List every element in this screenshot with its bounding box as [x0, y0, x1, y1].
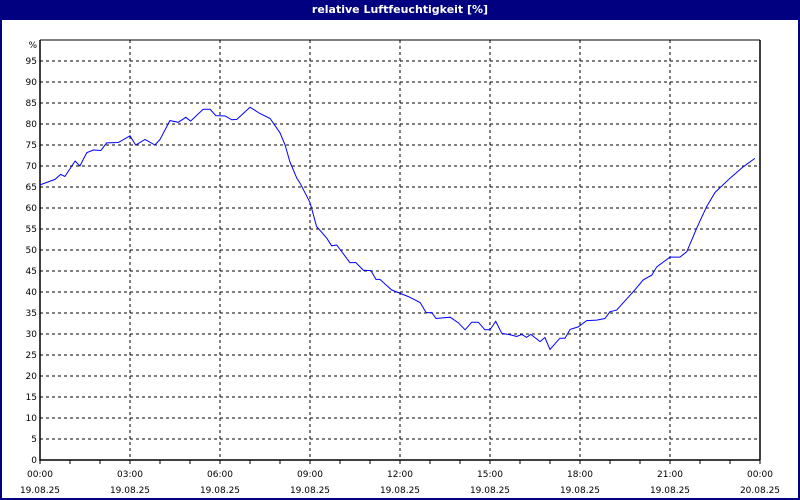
y-axis-labels: 0 5 10 15 20 25 30 35 40 45 50 55 60 65 70 75 80 85 90 95 — [26, 57, 38, 466]
y-tick-label: 60 — [26, 204, 38, 214]
x-tick-date-label: 19.08.25 — [380, 486, 420, 496]
axes — [39, 39, 761, 464]
y-tick-label: 45 — [26, 267, 37, 277]
x-tick-date-label: 19.08.25 — [200, 486, 240, 496]
x-axis-labels: 00:00 19.08.25 03:00 19.08.25 06:00 19.08.25 0… — [20, 470, 780, 496]
y-tick-label: 85 — [26, 99, 37, 109]
y-tick-label: 10 — [26, 414, 38, 424]
y-tick-label: 25 — [26, 351, 37, 361]
x-tick-date-label: 19.08.25 — [560, 486, 600, 496]
x-tick-date-label: 20.08.25 — [740, 486, 780, 496]
y-tick-label: 55 — [26, 225, 37, 235]
x-tick-date-label: 19.08.25 — [20, 486, 60, 496]
y-tick-label: 95 — [26, 57, 37, 67]
x-tick-date-label: 19.08.25 — [110, 486, 150, 496]
y-tick-label: 40 — [26, 288, 38, 298]
x-tick-time-label: 12:00 — [387, 470, 413, 480]
x-tick-date-label: 19.08.25 — [650, 486, 690, 496]
y-tick-label: 50 — [26, 246, 38, 256]
y-tick-label: 70 — [26, 162, 38, 172]
y-tick-label: 0 — [31, 456, 37, 466]
y-tick-label: 15 — [26, 393, 37, 403]
x-tick-time-label: 18:00 — [567, 470, 593, 480]
x-tick-time-label: 00:00 — [747, 470, 773, 480]
x-tick-time-label: 06:00 — [207, 470, 233, 480]
grid — [40, 40, 760, 460]
x-tick-date-label: 19.08.25 — [290, 486, 330, 496]
x-tick-time-label: 15:00 — [477, 470, 503, 480]
x-tick-date-label: 19.08.25 — [470, 486, 510, 496]
y-tick-label: 5 — [31, 435, 37, 445]
chart-title: relative Luftfeuchtigkeit [%] — [0, 0, 800, 20]
y-axis-unit-label: % — [28, 41, 37, 51]
series-line-humidity — [39, 106, 756, 351]
x-tick-time-label: 09:00 — [297, 470, 323, 480]
y-tick-label: 35 — [26, 309, 37, 319]
y-tick-label: 30 — [26, 330, 38, 340]
y-tick-label: 65 — [26, 183, 37, 193]
y-tick-label: 20 — [26, 372, 38, 382]
y-tick-label: 75 — [26, 141, 37, 151]
y-tick-label: 80 — [26, 120, 38, 130]
x-tick-time-label: 21:00 — [657, 470, 683, 480]
y-tick-label: 90 — [26, 78, 38, 88]
x-tick-time-label: 03:00 — [117, 470, 143, 480]
x-tick-time-label: 00:00 — [27, 470, 53, 480]
